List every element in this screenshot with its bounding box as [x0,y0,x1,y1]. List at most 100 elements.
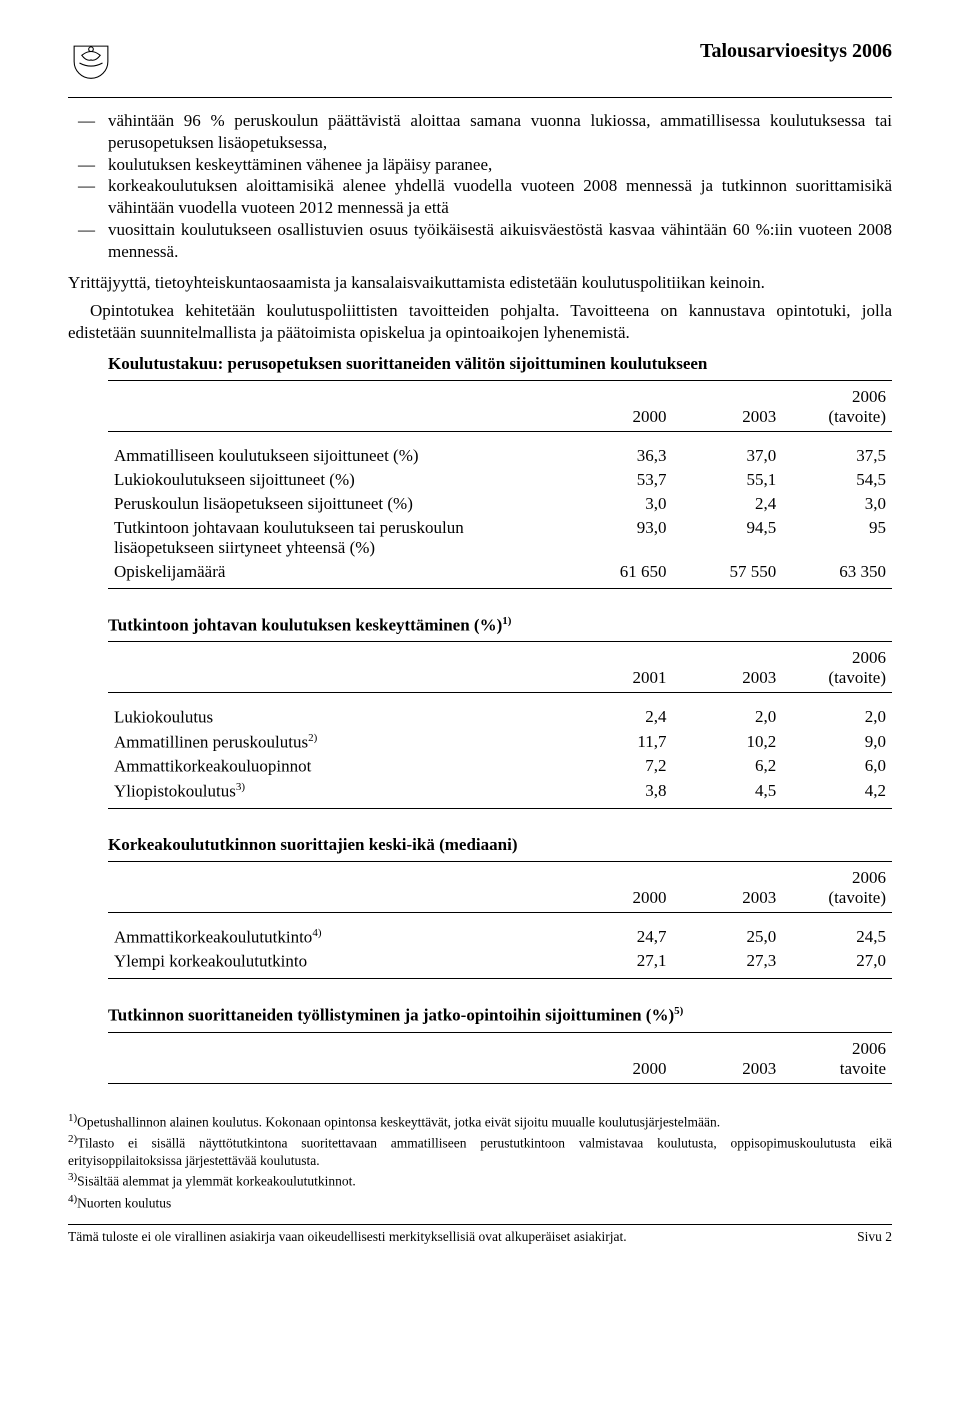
table-row: Tutkintoon johtavaan koulutukseen tai pe… [108,516,892,560]
col-header: 2000 [563,383,673,432]
col-header: 2003 [672,383,782,432]
col-header-sub: tavoite [840,1059,886,1078]
cell: Ammatilliseen koulutukseen sijoittuneet … [108,431,563,468]
footnote-num: 2) [68,1133,77,1145]
cell: 95 [782,516,892,560]
cell: 27,0 [782,949,892,978]
cell: 6,0 [782,754,892,779]
footnote: 1)Opetushallinnon alainen koulutus. Koko… [68,1112,892,1131]
cell: 54,5 [782,468,892,492]
bullet-item: vähintään 96 % peruskoulun päättävistä a… [108,110,892,154]
page-footer: Tämä tuloste ei ole virallinen asiakirja… [68,1224,892,1245]
bullet-item: korkeakoulutuksen aloittamisikä alenee y… [108,175,892,219]
cell: Ammattikorkeakoulututkinto4) [108,912,563,949]
col-header-sub: (tavoite) [828,888,886,907]
page: Talousarvioesitys 2006 vähintään 96 % pe… [0,0,960,1275]
table-row: Lukiokoulutukseen sijoittuneet (%)53,755… [108,468,892,492]
cell-label: Yliopistokoulutus [114,782,236,801]
table-title: Koulutustakuu: perusopetuksen suorittane… [108,354,892,381]
table-row: Ammattikorkeakoulututkinto4)24,725,024,5 [108,912,892,949]
page-header: Talousarvioesitys 2006 [68,40,892,98]
table-title: Tutkintoon johtavan koulutuksen keskeytt… [108,615,892,643]
table-title-sup: 5) [674,1005,683,1017]
footer-page-number: Sivu 2 [857,1229,892,1245]
cell: 10,2 [672,730,782,755]
table-title-sup: 1) [502,615,511,627]
footnote: 3)Sisältää alemmat ja ylemmät korkeakoul… [68,1171,892,1190]
cell: Ammatillinen peruskoulutus2) [108,730,563,755]
cell: 27,1 [563,949,673,978]
data-table: 2000 2003 2006(tavoite) Ammatilliseen ko… [108,383,892,589]
col-header: 2006(tavoite) [782,864,892,913]
table-row: Lukiokoulutus2,42,02,0 [108,693,892,730]
footnote: 2)Tilasto ei sisällä näyttötutkintona su… [68,1133,892,1169]
cell: 24,7 [563,912,673,949]
cell: 11,7 [563,730,673,755]
cell: 25,0 [672,912,782,949]
col-header: 2000 [563,864,673,913]
cell-sup: 3) [236,781,245,793]
cell: 3,0 [782,492,892,516]
cell: 2,4 [563,693,673,730]
cell: Ammattikorkeakouluopinnot [108,754,563,779]
col-header: 2000 [563,1035,673,1084]
cell: 9,0 [782,730,892,755]
table-row: Yliopistokoulutus3)3,84,54,2 [108,779,892,808]
bullet-item: vuosittain koulutukseen osallistuvien os… [108,219,892,263]
cell: Ylempi korkeakoulututkinto [108,949,563,978]
col-header [108,864,563,913]
footnote-text: Sisältää alemmat ja ylemmät korkeakoulut… [77,1174,356,1189]
cell: 63 350 [782,560,892,589]
col-header-year: 2006 [852,868,886,887]
col-header-year: 2006 [852,648,886,667]
col-header-sub: (tavoite) [828,668,886,687]
table-tyollistyminen: Tutkinnon suorittaneiden työllistyminen … [108,1005,892,1084]
col-header: 2003 [672,1035,782,1084]
bullet-list: vähintään 96 % peruskoulun päättävistä a… [68,110,892,262]
col-header-year: 2006 [852,1039,886,1058]
table-title-text: Tutkintoon johtavan koulutuksen keskeytt… [108,615,502,634]
cell: Lukiokoulutukseen sijoittuneet (%) [108,468,563,492]
cell-label: Lukiokoulutus [114,708,213,727]
table-row: Ammatillinen peruskoulutus2)11,710,29,0 [108,730,892,755]
cell: Lukiokoulutus [108,693,563,730]
footnote-text: Tilasto ei sisällä näyttötutkintona suor… [68,1136,892,1168]
paragraph: Yrittäjyyttä, tietoyhteiskuntaosaamista … [68,272,892,294]
cell: 7,2 [563,754,673,779]
table-keskeyttaminen: Tutkintoon johtavan koulutuksen keskeytt… [108,615,892,809]
data-table: 2000 2003 2006tavoite [108,1035,892,1084]
col-header [108,383,563,432]
table-title-text: Tutkinnon suorittaneiden työllistyminen … [108,1006,674,1025]
cell: 24,5 [782,912,892,949]
cell: 3,0 [563,492,673,516]
table-title: Korkeakoulututkinnon suorittajien keski-… [108,835,892,862]
footnote-num: 3) [68,1171,77,1183]
table-koulutustakuu: Koulutustakuu: perusopetuksen suorittane… [108,354,892,589]
cell: 55,1 [672,468,782,492]
col-header: 2006tavoite [782,1035,892,1084]
cell: 6,2 [672,754,782,779]
cell-label: Ammatillinen peruskoulutus [114,732,308,751]
table-row: Ammattikorkeakouluopinnot 7,26,26,0 [108,754,892,779]
table-row: Peruskoulun lisäopetukseen sijoittuneet … [108,492,892,516]
col-header: 2001 [563,644,673,693]
col-header [108,1035,563,1084]
cell: 27,3 [672,949,782,978]
cell: 37,0 [672,431,782,468]
cell: 3,8 [563,779,673,808]
cell: 94,5 [672,516,782,560]
cell: Opiskelijamäärä [108,560,563,589]
cell: 93,0 [563,516,673,560]
bullet-item: koulutuksen keskeyttäminen vähenee ja lä… [108,154,892,176]
cell: 57 550 [672,560,782,589]
data-table: 2000 2003 2006(tavoite) Ammattikorkeakou… [108,864,892,979]
table-row: Ammatilliseen koulutukseen sijoittuneet … [108,431,892,468]
footnote-num: 1) [68,1112,77,1124]
cell-label: Ammattikorkeakouluopinnot [114,757,311,776]
cell: 37,5 [782,431,892,468]
footnote-num: 4) [68,1193,77,1205]
col-header-sub: (tavoite) [828,407,886,426]
cell: Yliopistokoulutus3) [108,779,563,808]
document-title: Talousarvioesitys 2006 [700,40,892,63]
cell: 61 650 [563,560,673,589]
